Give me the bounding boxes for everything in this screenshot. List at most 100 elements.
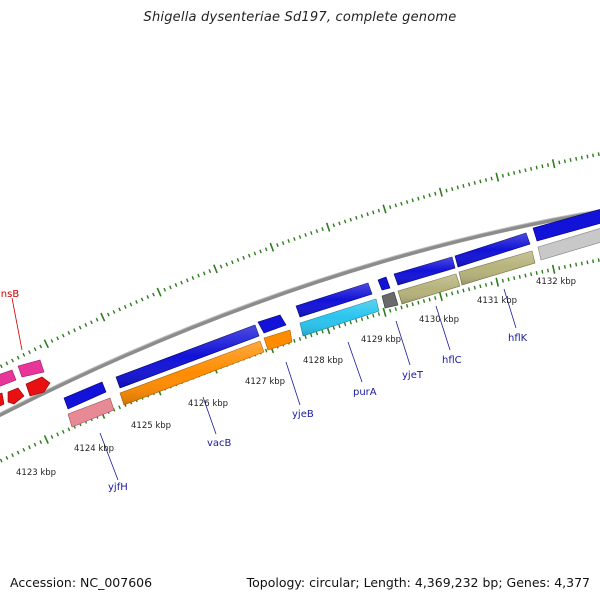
outer-tick-minor (118, 307, 122, 312)
gene-blue-yjfH[interactable] (63, 381, 107, 410)
gene-label-insB[interactable]: insB (0, 289, 19, 300)
outer-tick-minor (462, 184, 465, 188)
outer-tick-minor (304, 233, 307, 237)
outer-tick-minor (231, 260, 234, 265)
inner-tick-minor (50, 435, 54, 439)
gene-blue-yjeB[interactable] (257, 314, 287, 334)
outer-tick-major (43, 339, 50, 349)
inner-tick-minor (422, 299, 426, 303)
gene-orange-yjeB[interactable] (263, 329, 293, 351)
gene-label-vacB[interactable]: vacB (207, 438, 232, 449)
inner-tick-minor (580, 261, 583, 266)
outer-tick-minor (490, 176, 493, 181)
genome-title: Shigella dysenteriae Sd197, complete gen… (143, 10, 457, 25)
outer-tick-minor (78, 325, 82, 330)
gene-label-purA[interactable]: purA (353, 387, 377, 398)
inner-tick-minor (546, 268, 550, 273)
outer-tick-minor (191, 276, 195, 280)
inner-tick-minor (389, 308, 392, 313)
outer-tick-minor (50, 339, 54, 343)
inner-tick-minor (321, 329, 324, 334)
inner-tick-minor (507, 277, 510, 282)
kbp-label: 4130 kbp (419, 315, 459, 325)
outer-tick-minor (22, 352, 26, 357)
outer-tick-major (213, 264, 218, 274)
outer-tick-minor (575, 156, 578, 161)
outer-tick-major (495, 172, 500, 182)
outer-tick-minor (456, 185, 459, 190)
outer-tick-major (382, 204, 387, 214)
gene-label-hflC[interactable]: hflC (442, 355, 462, 366)
gene-lightgray-edge[interactable] (537, 227, 600, 261)
outer-tick-minor (530, 166, 533, 171)
feature-red-1[interactable] (0, 392, 5, 408)
gene-label-hflK[interactable]: hflK (508, 333, 528, 344)
outer-tick-minor (400, 201, 403, 206)
feature-magenta-1[interactable] (0, 369, 17, 387)
outer-tick-minor (535, 165, 538, 170)
gene-label-yjfH[interactable]: yjfH (108, 482, 128, 493)
outer-tick-minor (174, 283, 178, 287)
inner-tick-minor (264, 348, 268, 353)
inner-tick-minor (56, 432, 60, 437)
gene-label-yjeB[interactable]: yjeB (292, 409, 314, 420)
outer-tick-minor (451, 187, 454, 191)
outer-tick-minor (259, 249, 262, 254)
outer-tick-minor (28, 350, 31, 355)
outer-tick-minor (315, 229, 319, 234)
callout-line-purA (347, 341, 363, 383)
inner-tick-minor (434, 296, 437, 300)
callout-line-yjfH (99, 432, 119, 481)
inner-tick-minor (597, 258, 600, 263)
gene-gray-yjeT[interactable] (381, 291, 399, 309)
outer-tick-minor (197, 273, 200, 278)
outer-tick-minor (140, 297, 144, 302)
feature-red-3[interactable] (25, 376, 51, 397)
kbp-label: 4125 kbp (131, 421, 171, 431)
kbp-label: 4129 kbp (361, 335, 401, 345)
outer-tick-minor (293, 237, 296, 241)
outer-tick-minor (513, 171, 516, 175)
outer-tick-minor (0, 364, 3, 369)
outer-tick-minor (123, 305, 127, 309)
outer-tick-minor (332, 223, 336, 228)
outer-tick-minor (507, 172, 510, 177)
gene-callout-lines (11, 288, 517, 481)
backbone-highlight (0, 209, 600, 414)
inner-tick-minor (428, 297, 431, 302)
outer-tick-minor (16, 355, 20, 360)
outer-tick-minor (135, 300, 138, 304)
inner-tick-minor (569, 263, 572, 268)
inner-tick-minor (293, 338, 296, 343)
inner-tick-minor (11, 453, 14, 458)
outer-tick-minor (219, 264, 223, 269)
inner-tick-minor (445, 293, 448, 297)
inner-tick-minor (513, 276, 516, 281)
gene-blue-edge[interactable] (532, 208, 600, 242)
outer-tick-minor (95, 317, 99, 322)
inner-tick-minor (467, 287, 471, 292)
gene-pink-yjfH[interactable] (67, 397, 115, 428)
inner-tick-minor (372, 313, 375, 318)
outer-tick-minor (592, 153, 595, 158)
outer-tick-minor (518, 169, 521, 174)
outer-tick-minor (5, 361, 9, 366)
callout-line-hflC (435, 305, 451, 351)
gene-label-yjeT[interactable]: yjeT (402, 370, 424, 381)
inner-tick-minor (0, 458, 3, 463)
gene-blue-small-1[interactable] (377, 276, 391, 291)
outer-tick-minor (287, 239, 290, 243)
outer-tick-minor (524, 168, 527, 173)
outer-tick-minor (501, 173, 504, 178)
feature-red-2[interactable] (7, 387, 25, 405)
outer-tick-minor (377, 208, 381, 213)
inner-tick-minor (338, 324, 341, 329)
outer-tick-minor (597, 152, 600, 157)
outer-tick-minor (163, 287, 167, 292)
inner-tick-minor (417, 300, 420, 305)
inner-tick-minor (332, 325, 336, 330)
outer-tick-major (269, 242, 275, 252)
feature-magenta-2[interactable] (17, 359, 45, 378)
kbp-scale-labels: 4123 kbp 4124 kbp 4125 kbp 4126 kbp 4127… (16, 277, 576, 478)
